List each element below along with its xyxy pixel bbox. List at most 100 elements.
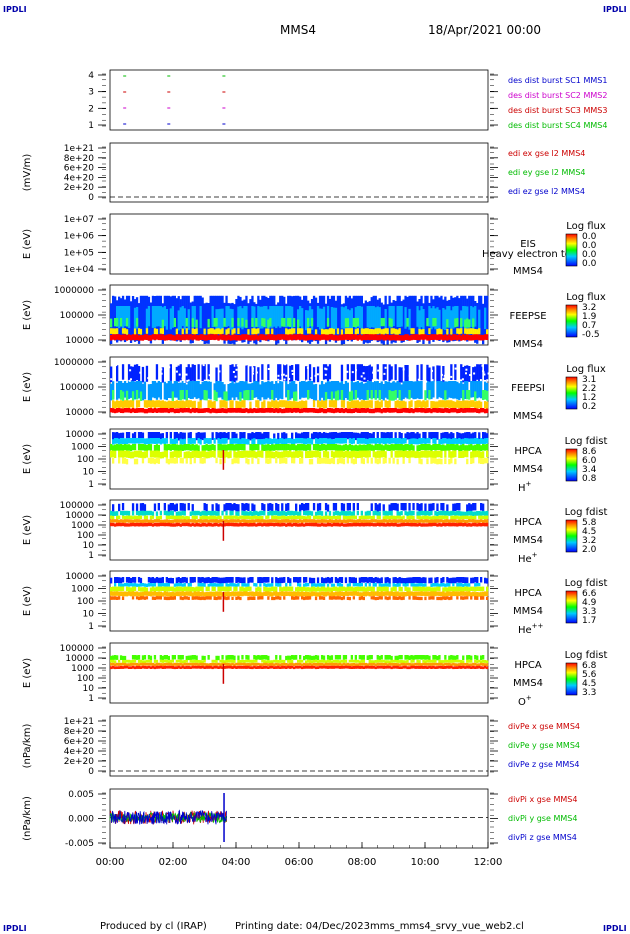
spectro-cell (428, 335, 431, 341)
spectro-cell (438, 334, 441, 340)
spectro-cell (255, 655, 258, 661)
spectro-cell (199, 334, 202, 340)
colorbar-tick-label: 0.0 (582, 259, 597, 269)
spectro-cell (462, 515, 465, 519)
spectro-cell (410, 665, 413, 669)
spectro-cell (167, 592, 170, 597)
spectro-cell (394, 503, 397, 511)
spectro-cell (484, 663, 487, 666)
spectro-cell (458, 591, 461, 597)
spectro-cell (412, 503, 415, 511)
spectro-cell (229, 335, 232, 341)
instrument-label: FEEPSI (511, 383, 545, 394)
spectro-cell (478, 663, 481, 666)
colorbar-tick-label: 5.6 (582, 670, 597, 680)
spectro-cell (275, 381, 278, 398)
spectro-cell (314, 334, 318, 341)
spectro-cell (305, 591, 308, 597)
spectro-cell (336, 587, 340, 592)
spectro-cell (478, 444, 481, 451)
spectro-cell (416, 445, 419, 452)
spectro-cell (197, 596, 200, 600)
spectro-cell (241, 432, 244, 440)
spectro-cell (189, 400, 192, 408)
spectro-cell (346, 523, 349, 527)
spectro-cell (408, 666, 411, 670)
spectro-cell (261, 450, 264, 458)
spectro-cell (434, 577, 437, 584)
panel-frame (109, 213, 489, 275)
spectro-cell (478, 328, 481, 335)
spectro-cell (466, 583, 469, 587)
spectro-cell (191, 596, 194, 600)
spectro-cell (462, 665, 465, 669)
spectro-cell (114, 438, 117, 444)
spectro-cell (406, 591, 409, 596)
spectro-cell (275, 510, 278, 516)
spectro-cell (116, 444, 119, 451)
spectro-cell (336, 510, 340, 516)
spectro-cell (271, 583, 274, 587)
spectro-cell (253, 596, 256, 600)
spectro-cell (131, 334, 135, 340)
spectro-cell (312, 450, 316, 458)
spectro-cell (125, 459, 129, 465)
spectro-cell (171, 596, 174, 600)
spectro-cell (354, 522, 357, 527)
spectro-cell (269, 510, 272, 516)
spectro-cell (203, 659, 206, 663)
spectro-cell (195, 662, 198, 666)
spectro-cell (273, 451, 276, 459)
spectro-cell (446, 510, 449, 516)
spectro-cell (424, 503, 427, 512)
spectro-cell (114, 432, 117, 440)
spectro-cell (430, 334, 433, 340)
spectro-cell (143, 295, 147, 339)
spectro-cell (251, 432, 254, 440)
spectro-cell (233, 591, 236, 597)
spectro-cell (412, 665, 415, 669)
spectro-cell (287, 522, 290, 527)
spectro-cell (183, 503, 186, 512)
spectro-cell (402, 591, 405, 597)
spectro-cell (137, 663, 141, 666)
spectro-cell (147, 444, 151, 451)
spectro-cell (388, 510, 391, 516)
spectro-cell (153, 432, 157, 440)
spectro-cell (380, 583, 383, 587)
spectro-cell (303, 503, 306, 512)
spectro-cell (468, 319, 471, 328)
spectro-cell (149, 587, 153, 592)
spectro-cell (384, 665, 387, 669)
spectro-cell (227, 596, 230, 600)
spectro-cell (378, 591, 381, 597)
spectro-cell (402, 578, 405, 584)
spectro-cell (404, 307, 407, 329)
spectro-gap (160, 372, 163, 375)
spectro-cell (159, 596, 162, 600)
spectro-cell (434, 510, 437, 516)
spectro-cell (312, 400, 316, 408)
spectro-cell (221, 444, 224, 451)
spectro-cell (273, 383, 276, 401)
spectro-cell (480, 662, 483, 666)
spectro-cell (454, 591, 457, 597)
spectro-cell (326, 438, 330, 445)
spectro-cell (416, 515, 419, 519)
spectro-cell (237, 583, 240, 587)
spectro-cell (448, 659, 451, 663)
spectro-cell (446, 577, 449, 583)
spectro-cell (308, 438, 312, 444)
spectro-cell (185, 408, 188, 413)
spectro-cell (424, 660, 427, 663)
spectro-cell (454, 522, 457, 527)
spectro-cell (189, 438, 192, 445)
spectro-cell (476, 655, 479, 661)
spectro-cell (273, 433, 276, 441)
spectro-cell (189, 451, 192, 459)
spectro-gap (241, 364, 244, 367)
spectro-cell (396, 665, 399, 669)
spectro-cell (277, 432, 280, 441)
spectro-cell (213, 295, 216, 336)
spectro-cell (267, 444, 270, 451)
